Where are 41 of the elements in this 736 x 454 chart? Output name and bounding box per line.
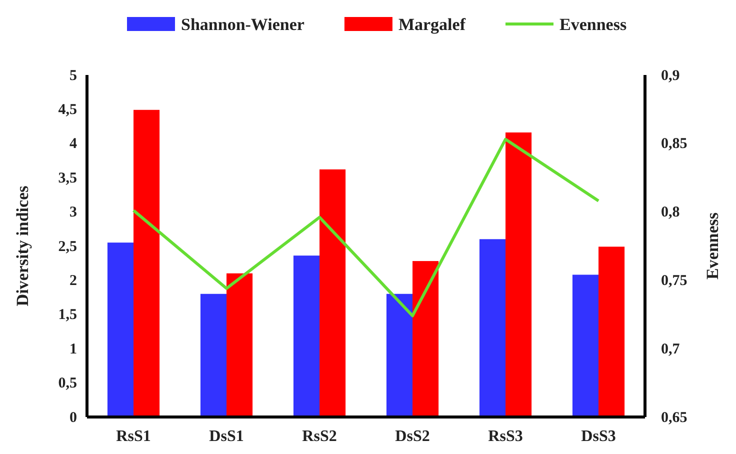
y-tick-label: 1 <box>70 341 77 358</box>
y-tick-label: 4 <box>70 136 78 152</box>
y-tick-label: 3,5 <box>58 170 77 186</box>
y2-tick-label: 0,85 <box>661 136 688 152</box>
x-tick-label: RsS3 <box>488 428 523 445</box>
y2-tick-label: 0,8 <box>661 204 680 221</box>
legend-label: Margalef <box>398 15 466 34</box>
legend-label: Evenness <box>559 15 627 34</box>
bar <box>226 273 253 417</box>
y-tick-label: 0 <box>70 410 77 426</box>
bar <box>479 239 506 417</box>
x-tick-label: DsS3 <box>581 428 616 445</box>
bar <box>598 246 625 417</box>
y-tick-label: 4,5 <box>58 102 77 118</box>
y-tick-label: 5 <box>70 68 77 84</box>
bar <box>293 256 320 417</box>
x-tick-label: RsS2 <box>302 428 337 445</box>
y-tick-label: 1,5 <box>58 307 77 324</box>
y2-tick-label: 0,65 <box>661 410 688 426</box>
bar <box>107 242 134 417</box>
bar <box>386 294 412 417</box>
y-tick-label: 0,5 <box>58 376 77 392</box>
y-tick-label: 2,5 <box>58 238 77 255</box>
y2-axis-title: Evenness <box>703 212 722 280</box>
bar <box>320 169 346 417</box>
y-tick-label: 2 <box>70 273 77 289</box>
bar <box>134 110 160 417</box>
x-tick-label: DsS1 <box>209 428 244 445</box>
bar <box>506 132 532 417</box>
bar <box>572 274 598 417</box>
line-series <box>132 138 600 318</box>
y2-tick-label: 0,9 <box>661 68 680 84</box>
x-tick-label: RsS1 <box>116 428 151 445</box>
x-tick-label: DsS2 <box>395 428 430 445</box>
y-tick-label: 3 <box>70 204 77 221</box>
y-axis-title: Diversity indices <box>13 185 32 306</box>
y2-tick-label: 0,7 <box>661 341 680 358</box>
bar <box>412 261 439 417</box>
legend-label: Shannon-Wiener <box>181 15 305 34</box>
y2-tick-label: 0,75 <box>661 273 688 289</box>
bar <box>200 294 226 417</box>
